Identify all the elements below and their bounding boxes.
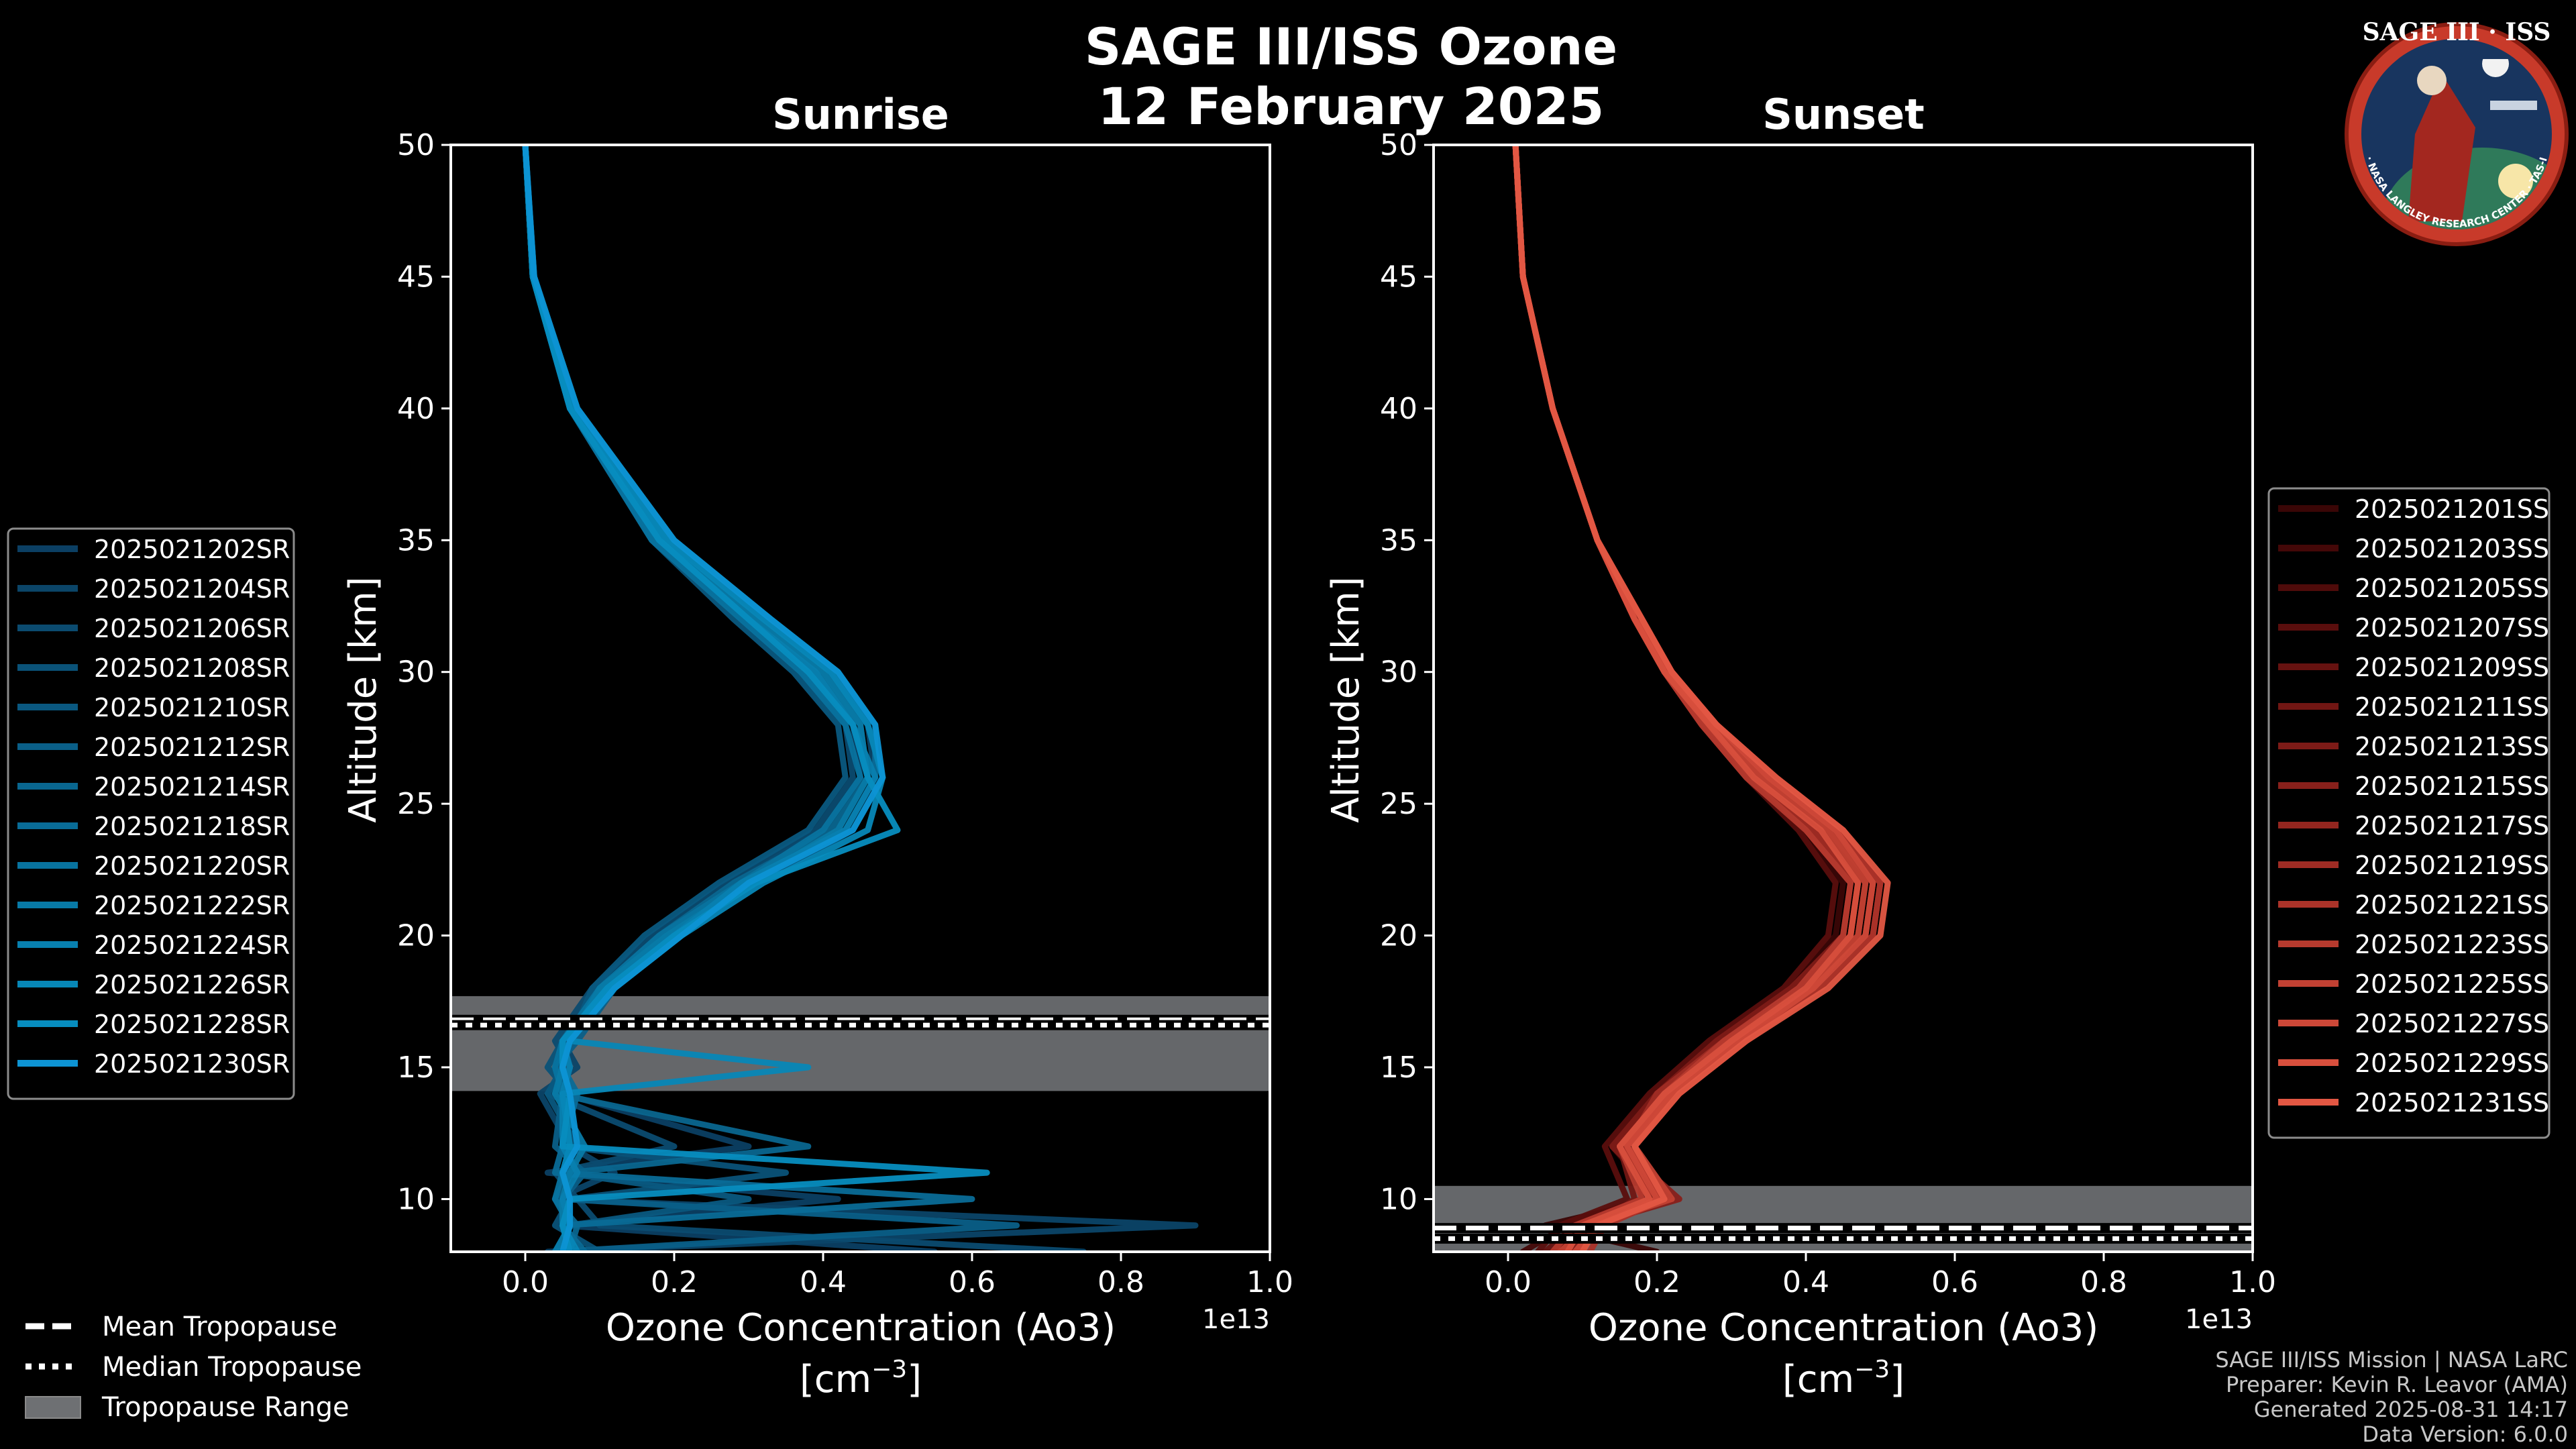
sunset-legend-label: 2025021201SS [2355, 494, 2549, 524]
sunset-legend-label: 2025021215SS [2355, 771, 2549, 801]
sunset-y-axis-label: Altitude [km] [1324, 576, 1368, 822]
sunset-legend-label: 2025021217SS [2355, 811, 2549, 841]
sunrise-legend-label: 2025021208SR [94, 653, 290, 683]
sunset-x-tick-label: 0.4 [1782, 1265, 1829, 1299]
sunrise-legend-label: 2025021226SR [94, 970, 290, 1000]
sunset-x-tick-label: 0.6 [1931, 1265, 1978, 1299]
sunset-x-tick-label: 0.0 [1485, 1265, 1532, 1299]
tropopause-range-label: Tropopause Range [101, 1392, 350, 1423]
sunset-legend-label: 2025021229SS [2355, 1049, 2549, 1078]
sunset-legend-label: 2025021219SS [2355, 851, 2549, 880]
figure-title: SAGE III/ISS Ozone [1085, 17, 1617, 76]
sunset-legend-box [2267, 487, 2551, 1139]
tropopause-legend: Mean Tropopause Median Tropopause Tropop… [25, 1311, 362, 1423]
credits: SAGE III/ISS Mission | NASA LaRC Prepare… [2215, 1347, 2568, 1447]
sunrise-legend-label: 2025021214SR [94, 772, 290, 802]
sunrise-legend-label: 2025021212SR [94, 733, 290, 762]
sunrise-y-tick-label: 40 [397, 392, 435, 426]
sunset-legend-label: 2025021231SS [2355, 1088, 2549, 1118]
sunset-panel-title: Sunset [1762, 90, 1925, 139]
sunset-legend-label: 2025021225SS [2355, 969, 2549, 999]
sunrise-legend-label: 2025021230SR [94, 1049, 290, 1079]
sunrise-y-tick-label: 30 [397, 655, 435, 690]
sunset-y-tick-label: 20 [1380, 919, 1417, 953]
sunrise-x-tick-label: 0.6 [949, 1265, 996, 1299]
logo-figure-icon [2408, 74, 2475, 221]
sunrise-x-axis-units: [cm−3] [800, 1356, 922, 1401]
sunset-y-tick-label: 15 [1380, 1051, 1417, 1085]
logo-sun-icon [2498, 164, 2533, 199]
sunset-x-axis-label: Ozone Concentration (Ao3) [1589, 1306, 2098, 1350]
sunrise-x-axis-label: Ozone Concentration (Ao3) [606, 1306, 1116, 1350]
sunset-y-tick-label: 45 [1380, 260, 1417, 294]
sunrise-y-tick-label: 25 [397, 787, 435, 821]
sunset-legend-label: 2025021213SS [2355, 732, 2549, 761]
sunrise-legend-label: 2025021206SR [94, 614, 290, 643]
median-tropopause-label: Median Tropopause [102, 1352, 362, 1383]
sunset-profile-2025021231SS [1512, 145, 1891, 1252]
sunset-x-tick-label: 0.2 [1633, 1265, 1680, 1299]
sunrise-y-axis-label: Altitude [km] [341, 576, 385, 822]
sunset-legend-label: 2025021221SS [2355, 890, 2549, 920]
sunset-legend-label: 2025021207SS [2355, 613, 2549, 643]
sunrise-x-tick-label: 0.8 [1097, 1265, 1144, 1299]
sunrise-legend-label: 2025021202SR [94, 535, 290, 564]
credit-preparer: Preparer: Kevin R. Leavor (AMA) [2226, 1372, 2568, 1397]
sunrise-legend-label: 2025021218SR [94, 812, 290, 841]
sunset-x-tick-label: 0.8 [2080, 1265, 2127, 1299]
sunrise-x-tick-label: 0.4 [800, 1265, 847, 1299]
sunrise-y-tick-label: 20 [397, 919, 435, 953]
sunrise-y-tick-label: 10 [397, 1182, 435, 1216]
sunrise-profile-2025021230SR [522, 145, 886, 1252]
sunrise-legend-label: 2025021210SR [94, 693, 290, 722]
credit-generated: Generated 2025-08-31 14:17 [2254, 1397, 2568, 1422]
sunrise-legend-label: 2025021220SR [94, 851, 290, 881]
sunset-legend: 2025021201SS 2025021203SS 2025021205SS 2025… [2267, 487, 2551, 1139]
credit-data-version: Data Version: 6.0.0 [2362, 1421, 2568, 1447]
sunset-x-axis-units: [cm−3] [1782, 1356, 1904, 1401]
sunset-x-tick-label: 1.0 [2229, 1265, 2276, 1299]
sunset-legend-label: 2025021227SS [2355, 1009, 2549, 1038]
sunrise-axes-frame [449, 144, 1271, 1253]
sunrise-legend: 2025021202SR 2025021204SR 2025021206SR 2025… [7, 527, 295, 1100]
sunset-legend-label: 2025021209SS [2355, 653, 2549, 682]
sunrise-x-tick-label: 1.0 [1246, 1265, 1293, 1299]
sunrise-y-tick-label: 45 [397, 260, 435, 294]
sunrise-x-tick-label: 0.0 [502, 1265, 549, 1299]
logo-station-icon [2490, 101, 2537, 110]
mean-tropopause-label: Mean Tropopause [102, 1311, 337, 1342]
sunrise-offset-label: 1e13 [1202, 1304, 1270, 1335]
sunset-legend-label: 2025021205SS [2355, 574, 2549, 603]
sunrise-legend-label: 2025021224SR [94, 930, 290, 960]
sunset-plot: 0.0 0.2 0.4 0.6 0.8 1.0 10 15 20 25 30 35 40 45 50 [1380, 128, 2276, 1299]
sunrise-legend-box [7, 527, 295, 1100]
sunset-axes-frame [1432, 144, 2254, 1253]
sunset-legend-label: 2025021211SS [2355, 692, 2549, 722]
sunrise-panel-title: Sunrise [772, 90, 949, 139]
sunrise-x-tick-label: 0.2 [651, 1265, 698, 1299]
sunset-legend-label: 2025021203SS [2355, 534, 2549, 564]
sunset-y-tick-label: 40 [1380, 392, 1417, 426]
sunset-y-tick-label: 50 [1380, 128, 1417, 162]
logo-text: SAGE III · ISS [2363, 18, 2551, 46]
sunset-y-tick-label: 10 [1380, 1182, 1417, 1216]
sunrise-legend-label: 2025021204SR [94, 574, 290, 604]
credit-mission: SAGE III/ISS Mission | NASA LaRC [2215, 1347, 2568, 1373]
sunset-y-tick-label: 30 [1380, 655, 1417, 690]
sunrise-legend-label: 2025021228SR [94, 1010, 290, 1039]
sunrise-legend-label: 2025021222SR [94, 891, 290, 920]
sunrise-y-tick-label: 15 [397, 1051, 435, 1085]
tropopause-range-swatch [25, 1396, 81, 1419]
sunset-y-tick-label: 25 [1380, 787, 1417, 821]
sunrise-plot: 0.0 0.2 0.4 0.6 0.8 1.0 10 15 20 25 30 35 40 45 50 [397, 128, 1293, 1299]
sunset-y-tick-label: 35 [1380, 523, 1417, 557]
sunset-legend-label: 2025021223SS [2355, 930, 2549, 959]
figure-date: 12 February 2025 [1098, 76, 1605, 136]
sunset-offset-label: 1e13 [2185, 1304, 2253, 1335]
sunrise-y-tick-label: 35 [397, 523, 435, 557]
sunrise-y-tick-label: 50 [397, 128, 435, 162]
